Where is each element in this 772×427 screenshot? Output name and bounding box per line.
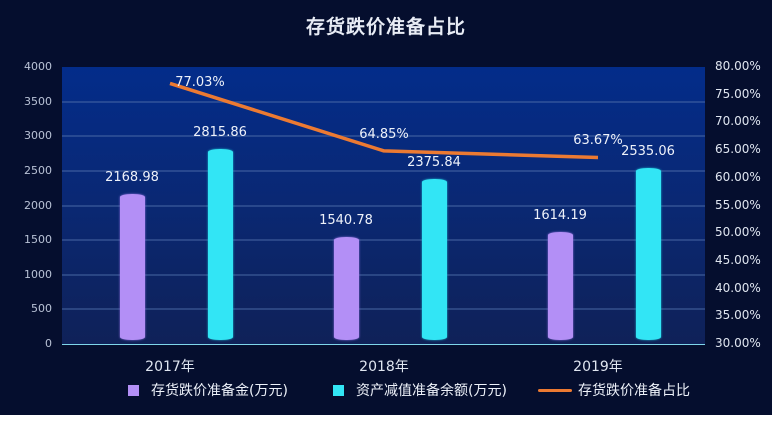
y-left-tick: 3000 bbox=[24, 129, 52, 143]
y-right-tick: 30.00% bbox=[715, 336, 761, 350]
legend-line-ratio-icon bbox=[538, 388, 572, 392]
y-right-tick: 55.00% bbox=[715, 197, 761, 212]
y-left-tick: 3500 bbox=[24, 94, 52, 108]
bar-value-label: 2535.06 bbox=[621, 144, 675, 160]
bar-impairment[interactable] bbox=[421, 179, 447, 340]
y-left-tick: 1000 bbox=[24, 267, 52, 281]
chart-panel: 存货跌价准备占比 0 500 1000 1500 2000 2500 3000 3500 400… bbox=[0, 0, 772, 415]
gridline bbox=[62, 273, 705, 276]
ratio-line-series bbox=[169, 81, 599, 160]
y-left-tick: 500 bbox=[31, 302, 52, 316]
y-right-tick: 60.00% bbox=[715, 169, 761, 184]
gridline bbox=[62, 100, 705, 103]
y-left-tick: 1500 bbox=[24, 233, 52, 247]
bar-value-label: 1540.78 bbox=[319, 213, 373, 229]
chart-title: 存货跌价准备占比 bbox=[305, 16, 466, 38]
y-right-tick: 80.00% bbox=[715, 59, 761, 73]
legend-item-impairment[interactable]: 资产减值准备余额(万元) bbox=[333, 380, 507, 400]
x-axis-line bbox=[62, 344, 705, 345]
line-value-label: 63.67% bbox=[573, 133, 623, 149]
bar-reserve[interactable] bbox=[547, 232, 573, 340]
legend-swatch-reserve-icon bbox=[128, 384, 139, 396]
y-right-tick: 35.00% bbox=[715, 308, 761, 323]
line-value-label: 77.03% bbox=[175, 75, 225, 91]
y-right-tick: 70.00% bbox=[715, 114, 761, 129]
legend-label-ratio: 存货跌价准备占比 bbox=[578, 383, 690, 399]
bar-impairment[interactable] bbox=[207, 149, 233, 340]
y-right-tick: 40.00% bbox=[715, 280, 761, 295]
x-tick: 2018年 bbox=[359, 359, 409, 375]
plot-area bbox=[62, 67, 705, 344]
y-left-tick: 4000 bbox=[24, 60, 52, 73]
legend-swatch-impairment-icon bbox=[333, 384, 344, 396]
y-left-tick: 2000 bbox=[24, 198, 52, 212]
y-right-tick: 50.00% bbox=[715, 225, 761, 240]
gridline bbox=[62, 308, 705, 311]
y-right-tick: 65.00% bbox=[715, 142, 761, 157]
bar-value-label: 2168.98 bbox=[105, 169, 159, 185]
bar-impairment[interactable] bbox=[635, 168, 661, 340]
bar-value-label: 2375.84 bbox=[407, 155, 461, 171]
gridline bbox=[62, 135, 705, 138]
y-left-tick: 2500 bbox=[24, 163, 52, 177]
ratio-line bbox=[169, 81, 599, 160]
y-right-tick: 75.00% bbox=[715, 86, 761, 101]
y-right-tick: 45.00% bbox=[715, 252, 761, 267]
legend: 存货跌价准备金(万元) 资产减值准备余额(万元) 存货跌价准备占比 bbox=[0, 380, 772, 400]
bar-reserve[interactable] bbox=[119, 193, 145, 340]
y-left-tick: 0 bbox=[45, 337, 52, 350]
x-tick: 2017年 bbox=[145, 359, 195, 375]
gridline bbox=[62, 204, 705, 207]
line-value-label: 64.85% bbox=[359, 126, 409, 142]
x-tick: 2019年 bbox=[573, 359, 623, 375]
legend-label-impairment: 资产减值准备余额(万元) bbox=[356, 383, 507, 399]
bar-reserve[interactable] bbox=[333, 237, 359, 340]
legend-item-reserve[interactable]: 存货跌价准备金(万元) bbox=[128, 380, 288, 400]
legend-label-reserve: 存货跌价准备金(万元) bbox=[151, 383, 288, 399]
gridline bbox=[62, 239, 705, 242]
gridline bbox=[62, 169, 705, 172]
bar-value-label: 1614.19 bbox=[533, 208, 587, 224]
bar-value-label: 2815.86 bbox=[193, 125, 247, 140]
legend-item-ratio[interactable]: 存货跌价准备占比 bbox=[538, 380, 690, 400]
